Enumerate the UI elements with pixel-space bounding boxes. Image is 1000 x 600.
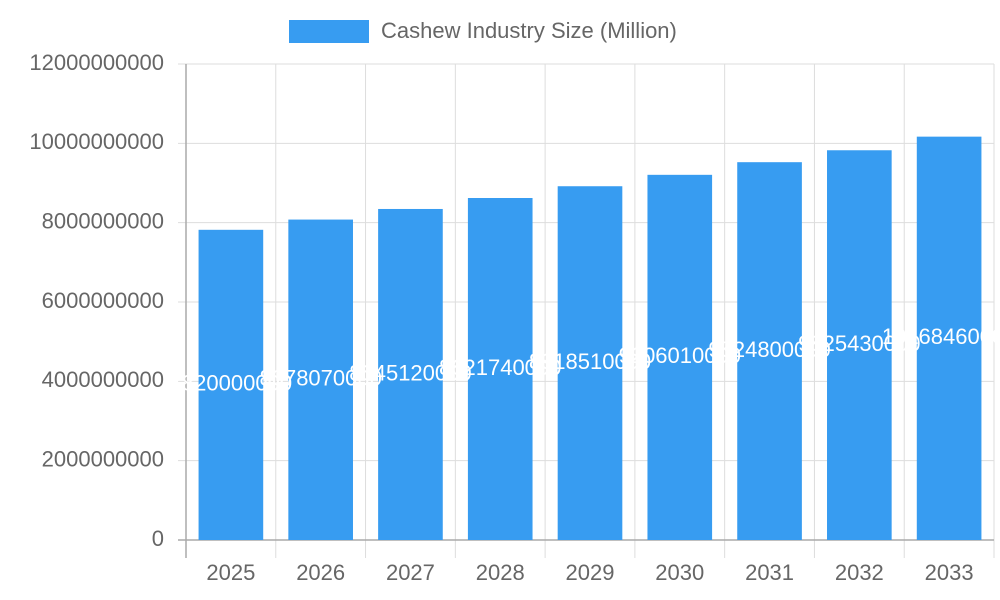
data-label: 7820000000 [170,371,292,396]
bar [378,208,443,540]
y-tick-label: 0 [152,526,164,551]
x-tick-label: 2030 [655,560,704,585]
legend-label: Cashew Industry Size (Million) [381,18,677,43]
x-tick-label: 2029 [566,560,615,585]
data-label: 8621740000 [439,355,561,380]
x-tick-label: 2033 [925,560,974,585]
bar [647,174,713,541]
bar [827,150,892,541]
bar [288,219,353,540]
y-tick-label: 8000000000 [42,208,164,233]
x-tick-label: 2028 [476,560,525,585]
bar [916,136,982,540]
x-tick-label: 2031 [745,560,794,585]
y-tick-label: 12000000000 [29,50,164,75]
y-tick-label: 2000000000 [42,446,164,471]
bar [467,198,533,540]
y-tick-label: 6000000000 [42,288,164,313]
data-label: 8918510000 [529,349,651,374]
bar [198,229,264,540]
data-label: 9825430000 [798,331,920,356]
data-label: 8345120000 [349,360,471,385]
data-label: 9206010000 [619,343,741,368]
legend: Cashew Industry Size (Million) [289,18,677,43]
y-tick-label: 10000000000 [29,129,164,154]
x-tick-label: 2025 [206,560,255,585]
bar [737,162,802,541]
y-tick-label: 4000000000 [42,367,164,392]
data-label: 10168460000 [882,324,1000,349]
x-tick-label: 2027 [386,560,435,585]
x-tick-label: 2026 [296,560,345,585]
data-label: 8078070000 [259,366,381,391]
bar [557,186,623,541]
data-label: 9524800000 [708,337,830,362]
legend-swatch [289,20,369,43]
x-tick-label: 2032 [835,560,884,585]
